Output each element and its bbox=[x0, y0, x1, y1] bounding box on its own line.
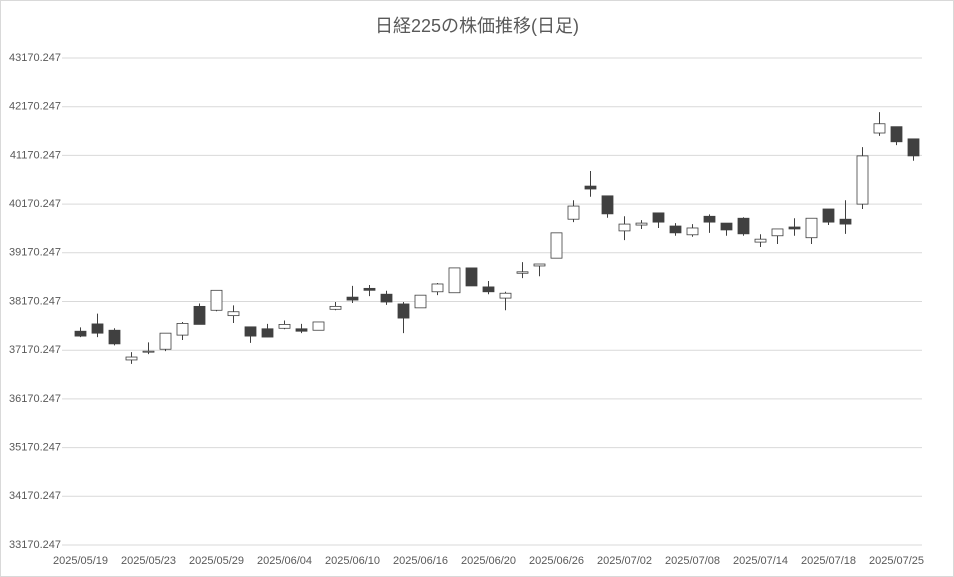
candle-body bbox=[873, 123, 886, 134]
candle-body bbox=[261, 328, 274, 338]
candle-body bbox=[74, 330, 87, 337]
candle-body bbox=[91, 323, 104, 334]
candle-body bbox=[856, 155, 869, 205]
x-tick-label: 2025/05/19 bbox=[53, 555, 108, 567]
candle-body bbox=[907, 138, 920, 157]
candle-body bbox=[635, 222, 648, 226]
candle-body bbox=[533, 263, 546, 267]
y-tick-label: 41170.247 bbox=[10, 149, 61, 161]
candle-body bbox=[822, 208, 835, 223]
y-tick-label: 37170.247 bbox=[9, 344, 61, 356]
candle-body bbox=[771, 228, 784, 237]
y-tick-label: 36170.247 bbox=[9, 393, 61, 405]
x-tick-label: 2025/07/08 bbox=[665, 555, 720, 567]
candle-body bbox=[108, 329, 121, 345]
candle-body bbox=[295, 328, 308, 332]
x-tick-label: 2025/06/26 bbox=[529, 555, 584, 567]
candle-body bbox=[652, 212, 665, 223]
candle-body bbox=[142, 350, 155, 353]
candle-body bbox=[125, 356, 138, 361]
candle-body bbox=[839, 218, 852, 225]
candle-body bbox=[737, 217, 750, 235]
candle-body bbox=[754, 238, 767, 243]
candle-body bbox=[329, 305, 342, 310]
candle-body bbox=[210, 289, 223, 311]
y-tick-label: 40170.247 bbox=[9, 198, 61, 210]
x-tick-label: 2025/07/18 bbox=[801, 555, 856, 567]
candle-body bbox=[703, 215, 716, 223]
x-tick-label: 2025/06/04 bbox=[257, 555, 312, 567]
candle-body bbox=[278, 324, 291, 329]
candle-body bbox=[686, 227, 699, 236]
candle-body bbox=[499, 292, 512, 299]
candle-body bbox=[227, 311, 240, 317]
y-tick-label: 43170.247 bbox=[9, 52, 61, 64]
y-tick-label: 39170.247 bbox=[9, 247, 61, 259]
y-tick-label: 35170.247 bbox=[9, 442, 61, 454]
x-tick-label: 2025/06/16 bbox=[393, 555, 448, 567]
x-tick-label: 2025/05/23 bbox=[121, 555, 176, 567]
y-tick-label: 38170.247 bbox=[9, 295, 61, 307]
candle-body bbox=[788, 226, 801, 230]
candle-body bbox=[346, 296, 359, 301]
x-tick-label: 2025/07/25 bbox=[869, 555, 924, 567]
candle-body bbox=[890, 126, 903, 143]
candle-body bbox=[159, 332, 172, 350]
candle-body bbox=[397, 303, 410, 319]
candle-body bbox=[244, 326, 257, 337]
candle-body bbox=[584, 185, 597, 190]
candle-body bbox=[601, 195, 614, 215]
y-tick-label: 33170.247 bbox=[9, 539, 61, 551]
candle-body bbox=[550, 232, 563, 259]
y-tick-label: 42170.247 bbox=[9, 101, 61, 113]
x-tick-label: 2025/06/20 bbox=[461, 555, 516, 567]
candle-body bbox=[618, 223, 631, 232]
candle-body bbox=[669, 225, 682, 234]
candle-body bbox=[482, 286, 495, 293]
candle-body bbox=[176, 323, 189, 336]
y-tick-label: 34170.247 bbox=[9, 490, 61, 502]
candle-body bbox=[312, 321, 325, 331]
candle-body bbox=[431, 283, 444, 293]
x-tick-label: 2025/07/02 bbox=[597, 555, 652, 567]
candle-body bbox=[363, 287, 376, 291]
candle-body bbox=[516, 271, 529, 274]
x-tick-label: 2025/07/14 bbox=[733, 555, 788, 567]
candle-body bbox=[567, 205, 580, 220]
candle-body bbox=[380, 293, 393, 303]
candle-body bbox=[720, 222, 733, 231]
candle-body bbox=[448, 267, 461, 294]
candle-body bbox=[805, 217, 818, 239]
candle-body bbox=[465, 267, 478, 287]
x-tick-label: 2025/06/10 bbox=[325, 555, 380, 567]
candle-body bbox=[193, 305, 206, 325]
candle-body bbox=[414, 294, 427, 309]
chart-title: 日経225の株価推移(日足) bbox=[375, 16, 579, 36]
x-tick-label: 2025/05/29 bbox=[189, 555, 244, 567]
